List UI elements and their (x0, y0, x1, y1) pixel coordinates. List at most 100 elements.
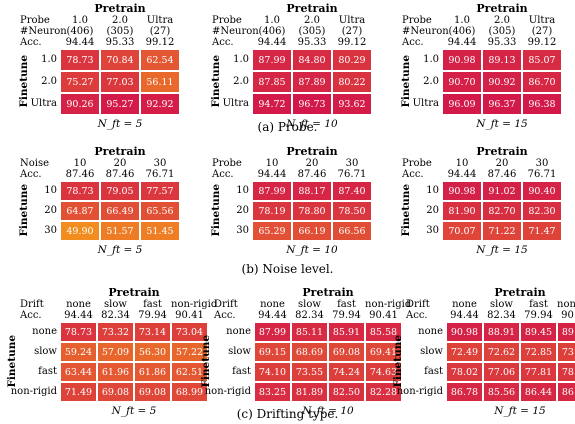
heatmap-cell: 87.99 (252, 49, 292, 71)
heatmap-cell: 71.22 (482, 221, 522, 241)
column-header: 79.94 (138, 310, 167, 321)
heatmap-panel: Pretrain Probe #Neuron Acc. 1.0 (406) 94.44 2.0… (18, 2, 184, 135)
column-header: fast (337, 299, 356, 310)
column-header: non-rigid (365, 299, 412, 310)
nft-caption: N_ft = 10 (302, 405, 354, 417)
heatmap-cell: 90.98 (446, 322, 483, 342)
column-header: (305) (488, 26, 516, 37)
heatmap-cell: 66.19 (292, 221, 332, 241)
heatmap-cell: 89.13 (482, 49, 522, 71)
heatmap-cell: 74.63 (365, 362, 402, 382)
header-label: Drift (20, 299, 44, 310)
heatmap-cell: 87.99 (254, 322, 291, 342)
heatmap-cell: 85.11 (291, 322, 328, 342)
header-label: Acc. (20, 169, 42, 180)
heatmap-cell: 51.45 (140, 221, 180, 241)
row-label: 20 (236, 205, 249, 216)
pretrain-title: Pretrain (476, 145, 528, 158)
heatmap-cell: 87.89 (292, 71, 332, 93)
heatmap-cell: 69.08 (328, 342, 365, 362)
heatmap-panel: Pretrain Probe #Neuron Acc. 1.0 (406) 94.44 2.0… (400, 2, 566, 135)
heatmap-cell: 85.58 (365, 322, 402, 342)
row-label: 2.0 (233, 76, 249, 87)
heatmap-cell: 90.70 (442, 71, 482, 93)
nft-caption: N_ft = 5 (97, 244, 143, 256)
row-label: 10 (426, 185, 439, 196)
column-header: fast (143, 299, 162, 310)
heatmap-cell: 93.62 (332, 93, 372, 115)
heatmap-cell: 80.22 (332, 71, 372, 93)
row-label: none (32, 326, 57, 337)
row-label: 1.0 (41, 54, 57, 65)
heatmap-cell: 68.99 (171, 382, 208, 402)
column-header: 94.44 (257, 37, 287, 48)
heatmap-cell: 87.40 (332, 181, 372, 201)
header-label: Acc. (212, 37, 234, 48)
heatmap-cell: 74.10 (254, 362, 291, 382)
pretrain-title: Pretrain (94, 2, 146, 15)
finetune-title: Finetune (209, 54, 222, 108)
pretrain-title: Pretrain (108, 286, 160, 299)
pretrain-title: Pretrain (286, 145, 338, 158)
header-label: Acc. (20, 37, 42, 48)
column-header: non-rigid (171, 299, 218, 310)
pretrain-title: Pretrain (94, 145, 146, 158)
column-header: 94.44 (450, 310, 479, 321)
heatmap-panel: Pretrain Probe Acc. 10 94.44 20 87.46 30 76.71 10… (210, 145, 376, 261)
header-label: Acc. (406, 310, 428, 321)
nft-caption: N_ft = 10 (286, 244, 338, 256)
row-label: none (226, 326, 251, 337)
row-label: slow (34, 346, 57, 357)
heatmap-cell: 86.28 (557, 382, 575, 402)
nft-caption: N_ft = 15 (494, 405, 546, 417)
column-header: 1.0 (454, 15, 470, 26)
column-header: Ultra (146, 15, 174, 26)
heatmap-cell: 73.32 (97, 322, 134, 342)
heatmap-cell: 62.51 (171, 362, 208, 382)
heatmap-cell: 65.56 (140, 201, 180, 221)
heatmap-cell: 66.49 (100, 201, 140, 221)
heatmap-cell: 89.45 (520, 322, 557, 342)
column-header: 79.94 (524, 310, 553, 321)
heatmap-cell: 78.73 (60, 322, 97, 342)
heatmap-cell: 57.09 (97, 342, 134, 362)
heatmap-cell: 57.22 (171, 342, 208, 362)
heatmap-cell: 64.87 (60, 201, 100, 221)
heatmap-cell: 94.72 (252, 93, 292, 115)
column-header: none (260, 299, 285, 310)
header-label: Noise (20, 158, 50, 169)
heatmap-cell: 78.19 (252, 201, 292, 221)
heatmap-cell: 75.27 (60, 71, 100, 93)
row-label: Ultra (30, 98, 57, 109)
heatmap-panel: Pretrain Probe Acc. 10 94.44 20 87.46 30 76.71 10… (400, 145, 566, 261)
heatmap-cell: 85.07 (522, 49, 562, 71)
column-header: 94.44 (258, 310, 287, 321)
header-label: Acc. (212, 169, 234, 180)
row-label: fast (38, 366, 57, 377)
heatmap-cell: 51.57 (100, 221, 140, 241)
heatmap-cell: 78.73 (60, 181, 100, 201)
column-header: 94.44 (257, 169, 287, 180)
row-label: slow (420, 346, 443, 357)
heatmap-cell: 69.08 (97, 382, 134, 402)
heatmap-cell: 82.50 (328, 382, 365, 402)
heatmap-cell: 96.09 (442, 93, 482, 115)
column-header: 95.33 (105, 37, 135, 48)
column-header: Ultra (528, 15, 556, 26)
heatmap-cell: 86.78 (446, 382, 483, 402)
heatmap-cell: 88.91 (483, 322, 520, 342)
nft-caption: N_ft = 15 (476, 118, 528, 130)
heatmap-cell: 78.50 (332, 201, 372, 221)
column-header: non-rigid (557, 299, 575, 310)
column-header: 95.33 (487, 37, 517, 48)
heatmap-cell: 56.11 (140, 71, 180, 93)
heatmap-cell: 90.92 (482, 71, 522, 93)
column-header: 30 (535, 158, 549, 169)
column-header: slow (298, 299, 321, 310)
heatmap-cell: 61.86 (134, 362, 171, 382)
heatmap-cell: 89.40 (557, 322, 575, 342)
heatmap-cell: 78.18 (557, 362, 575, 382)
row-label: non-rigid (204, 386, 251, 397)
row-label: fast (232, 366, 251, 377)
finetune-title: Finetune (17, 54, 30, 108)
